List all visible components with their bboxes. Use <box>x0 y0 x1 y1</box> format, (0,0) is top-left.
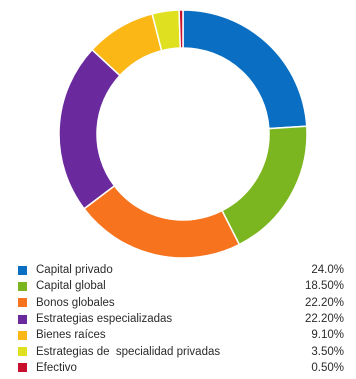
legend-value: 3.50% <box>311 345 344 358</box>
donut-slice-capital-privado <box>182 9 308 130</box>
donut-slice-estrategias-especializadas <box>58 48 121 210</box>
legend-label: Estrategias de specialidad privadas <box>36 345 221 358</box>
legend-item-estrategias-especializadas: Estrategias especializadas 22.20% <box>18 311 344 327</box>
legend-item-capital-global: Capital global 18.50% <box>18 278 344 294</box>
legend-value: 18.50% <box>304 280 344 293</box>
legend-label: Efectivo <box>36 361 77 374</box>
legend-item-estrategias-especialidad-privadas: Estrategias de specialidad privadas 3.50… <box>18 343 344 359</box>
legend-label: Bonos globales <box>36 296 115 309</box>
legend-label: Capital global <box>36 280 106 293</box>
legend-swatch <box>18 298 27 308</box>
legend-label: Bienes raíces <box>36 329 106 342</box>
legend-item-bienes-raices: Bienes raíces 9.10% <box>18 327 344 343</box>
donut-slice-bonos-globales <box>83 184 241 259</box>
legend-value: 0.50% <box>311 361 344 374</box>
legend-swatch <box>18 281 27 291</box>
donut-chart <box>58 9 308 259</box>
legend-swatch <box>18 347 27 357</box>
legend-swatch <box>18 314 27 324</box>
legend-item-bonos-globales: Bonos globales 22.20% <box>18 295 344 311</box>
legend-swatch <box>18 363 27 373</box>
legend-value: 24.0% <box>311 264 344 277</box>
legend-label: Estrategias especializadas <box>36 313 173 326</box>
donut-slice-efectivo <box>178 9 184 49</box>
legend-swatch <box>18 330 27 340</box>
legend-label: Capital privado <box>36 264 113 277</box>
legend-item-capital-privado: Capital privado 24.0% <box>18 262 344 278</box>
legend-item-efectivo: Efectivo 0.50% <box>18 360 344 376</box>
legend-value: 22.20% <box>304 313 344 326</box>
donut-slice-capital-global <box>221 125 308 246</box>
legend-value: 22.20% <box>304 296 344 309</box>
legend-swatch <box>18 265 27 275</box>
legend: Capital privado 24.0% Capital global 18.… <box>18 262 344 376</box>
legend-value: 9.10% <box>311 329 344 342</box>
